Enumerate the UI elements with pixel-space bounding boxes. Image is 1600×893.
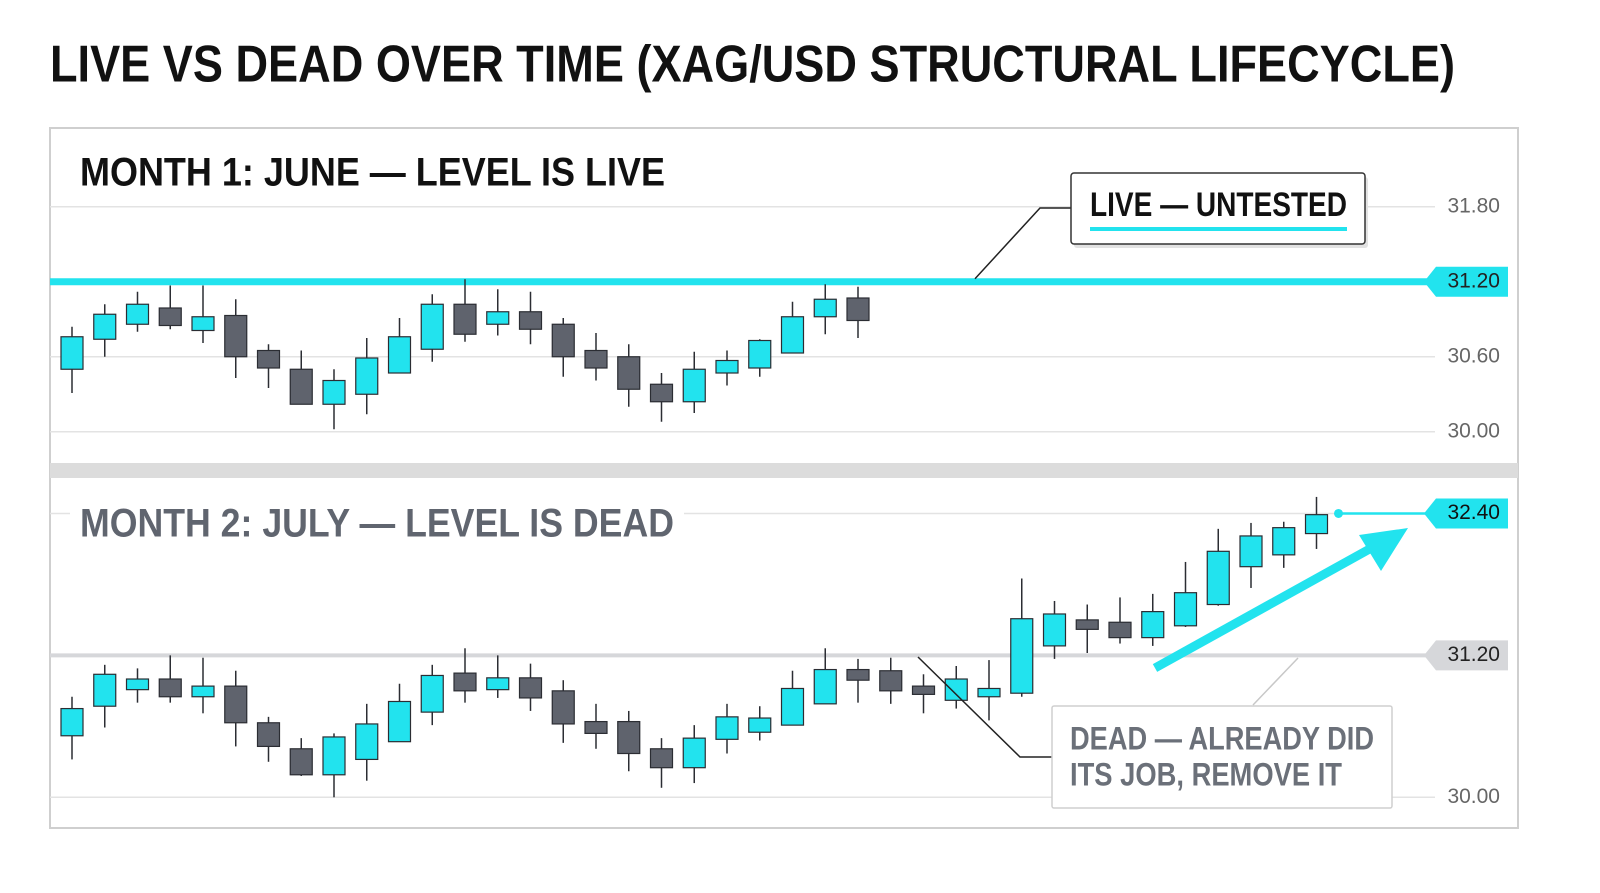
price-tag (1424, 640, 1508, 671)
candle-body (748, 339, 772, 369)
candle-body (813, 668, 837, 705)
candle-body (158, 307, 182, 327)
candle-body (649, 748, 674, 769)
candle-body (1206, 550, 1230, 606)
candle-body (780, 316, 805, 354)
candle-body (911, 685, 936, 695)
candle-body (486, 311, 510, 325)
candle-body (846, 668, 870, 681)
candle-body (93, 673, 117, 707)
candle-body (453, 303, 477, 335)
candle-body (420, 674, 444, 713)
candle-body (486, 677, 510, 691)
candle-body (813, 298, 837, 318)
candle-body (551, 690, 575, 725)
title-backing (70, 496, 684, 556)
candle-body (649, 383, 674, 403)
candle-body (1272, 527, 1296, 556)
candle-body (256, 349, 281, 369)
candle-body (1141, 611, 1165, 639)
candle-body (682, 737, 706, 769)
candle-body (780, 687, 805, 726)
candle-body (617, 720, 641, 755)
candle-body (1304, 514, 1329, 535)
candle-body (60, 336, 84, 370)
candle-body (1075, 619, 1099, 630)
annotation-line: DEAD — ALREADY DID (1070, 720, 1374, 756)
candle-body (682, 368, 706, 403)
candle-body (879, 670, 903, 692)
candle-body (224, 685, 248, 724)
connector (917, 656, 1052, 758)
candle-body (1239, 535, 1263, 568)
candle-body (355, 357, 379, 395)
page-title: LIVE VS DEAD OVER TIME (XAG/USD STRUCTUR… (50, 36, 1455, 94)
candle-body (289, 368, 313, 405)
candle-body (420, 303, 444, 350)
connector-faint (1252, 657, 1299, 706)
candle-body (355, 723, 379, 761)
annotation-box (1070, 172, 1366, 245)
candle-body (93, 313, 117, 340)
candle-body (518, 311, 543, 330)
y-tick-label: 32.40 (1447, 501, 1500, 524)
candle-body (191, 685, 215, 698)
candle-body (322, 736, 346, 776)
price-tag (1424, 266, 1508, 297)
y-tick-label: 30.60 (1447, 344, 1500, 367)
candle-body (715, 359, 739, 374)
y-tick-label: 31.20 (1447, 643, 1500, 666)
last-price-dot (1334, 508, 1343, 518)
candle-body (125, 303, 150, 325)
panel-separator (50, 463, 1518, 478)
candle-body (715, 716, 739, 740)
candle-body (256, 722, 281, 748)
arrow-head (1359, 528, 1408, 571)
candle-body (748, 717, 772, 733)
candle-body (584, 349, 608, 369)
candle-body (584, 720, 608, 735)
candle-body (1108, 621, 1132, 639)
candle-body (387, 336, 412, 374)
candle-body (322, 379, 346, 405)
candle-body (60, 707, 84, 737)
candle-body (846, 297, 870, 322)
title-backing (70, 145, 675, 205)
y-tick-label: 30.00 (1447, 419, 1500, 442)
panel-title: MONTH 1: JUNE — LEVEL IS LIVE (80, 151, 665, 195)
candle-body (158, 678, 182, 698)
candle-body (453, 672, 477, 692)
annotation-box (1051, 705, 1393, 809)
candle-body (551, 323, 575, 358)
y-tick-label: 31.20 (1447, 269, 1500, 292)
candle-body (224, 314, 248, 358)
candle-body (1042, 613, 1067, 647)
candle-body (387, 700, 412, 743)
arrow-shaft (1152, 542, 1378, 672)
candle-body (617, 356, 641, 390)
annotation-line: ITS JOB, REMOVE IT (1070, 756, 1342, 792)
candle-body (1173, 592, 1198, 627)
candle-body (518, 677, 543, 699)
candle-body (1010, 618, 1034, 694)
candle-body (125, 678, 150, 691)
candle-body (289, 748, 313, 776)
connector (974, 207, 1071, 280)
annotation: LIVE — UNTESTED (1090, 186, 1347, 224)
candle-body (977, 687, 1001, 698)
y-tick-label: 30.00 (1447, 785, 1500, 808)
y-tick-label: 31.80 (1447, 194, 1500, 217)
candle-body (944, 678, 968, 701)
candle-body (191, 316, 215, 332)
price-tag (1424, 498, 1508, 529)
panel-title: MONTH 2: JULY — LEVEL IS DEAD (80, 502, 674, 546)
